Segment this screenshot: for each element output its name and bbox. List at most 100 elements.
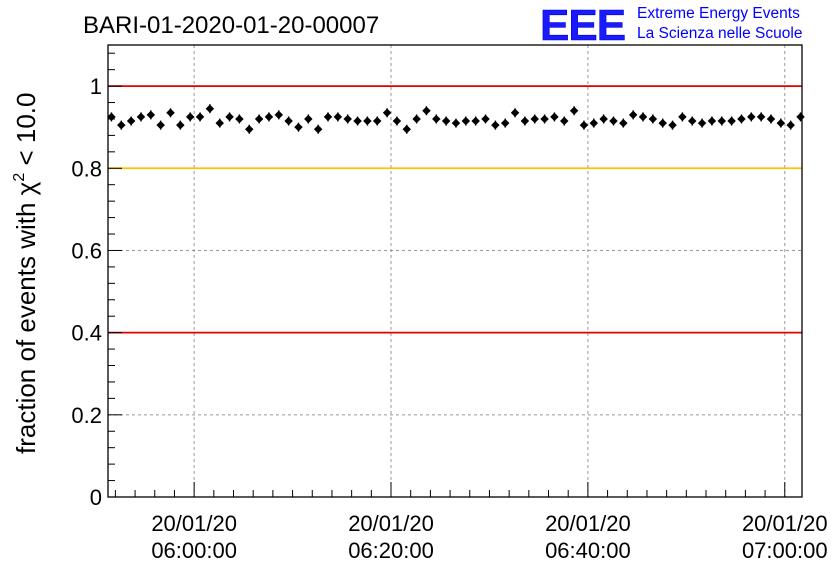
y-axis-label-superscript: 2 bbox=[11, 173, 28, 182]
eee-logo: EEE Extreme Energy Events La Scienza nel… bbox=[540, 1, 803, 51]
data-point bbox=[274, 110, 284, 120]
data-point bbox=[422, 106, 431, 115]
data-point bbox=[185, 112, 195, 122]
x-tick-label-date: 20/01/20 bbox=[742, 511, 828, 536]
data-point bbox=[638, 112, 648, 122]
data-point bbox=[117, 120, 126, 130]
data-point bbox=[609, 116, 618, 126]
data-point bbox=[481, 114, 490, 124]
data-point bbox=[412, 114, 421, 124]
data-point bbox=[225, 112, 234, 122]
data-point bbox=[215, 118, 224, 128]
data-point bbox=[796, 112, 805, 122]
data-point bbox=[343, 114, 352, 124]
axes bbox=[107, 44, 803, 498]
data-point bbox=[520, 116, 530, 126]
y-axis-label-suffix: < 10.0 bbox=[11, 93, 41, 173]
data-point bbox=[687, 116, 697, 126]
data-point bbox=[599, 114, 608, 124]
data-point bbox=[363, 116, 372, 126]
data-point bbox=[136, 112, 146, 122]
data-point bbox=[432, 114, 441, 124]
data-point bbox=[451, 118, 461, 128]
data-point bbox=[372, 116, 382, 126]
data-point bbox=[441, 116, 451, 126]
data-point bbox=[402, 124, 412, 134]
data-point bbox=[678, 112, 687, 122]
data-point bbox=[294, 122, 303, 132]
data-point bbox=[628, 110, 638, 120]
data-point bbox=[648, 114, 658, 124]
data-point bbox=[540, 114, 549, 124]
y-tick-label: 0.8 bbox=[71, 156, 102, 181]
x-tick-label-date: 20/01/20 bbox=[348, 511, 434, 536]
data-point bbox=[195, 112, 205, 122]
data-point bbox=[658, 118, 667, 128]
data-point bbox=[756, 112, 766, 122]
data-point bbox=[382, 108, 392, 118]
data-point bbox=[500, 118, 510, 128]
x-tick-label-date: 20/01/20 bbox=[151, 511, 237, 536]
data-point bbox=[166, 108, 175, 118]
data-point bbox=[510, 108, 520, 118]
data-point bbox=[205, 104, 215, 113]
data-point bbox=[776, 118, 786, 128]
data-point bbox=[353, 116, 362, 126]
data-point bbox=[146, 110, 156, 120]
data-point bbox=[697, 118, 707, 128]
data-point bbox=[707, 116, 717, 126]
data-point bbox=[461, 116, 471, 126]
x-tick-label-time: 06:20:00 bbox=[348, 538, 434, 563]
y-axis-ticks: 0 0.2 0.4 0.6 0.8 1 bbox=[71, 52, 122, 510]
x-tick-label-time: 07:00:00 bbox=[742, 538, 828, 563]
x-tick-label-time: 06:00:00 bbox=[151, 538, 237, 563]
data-point bbox=[727, 116, 736, 126]
x-axis-ticks: 20/01/2006:00:0020/01/2006:20:0020/01/20… bbox=[114, 482, 828, 563]
data-point bbox=[619, 118, 628, 128]
plot-frame bbox=[107, 44, 803, 498]
x-tick-label-time: 06:40:00 bbox=[545, 538, 631, 563]
eee-logo-line1: Extreme Energy Events bbox=[637, 5, 800, 22]
chart-title: BARI-01-2020-01-20-00007 bbox=[83, 12, 379, 39]
data-point bbox=[579, 120, 589, 130]
data-point bbox=[235, 114, 244, 124]
data-point bbox=[668, 120, 677, 130]
data-point bbox=[254, 114, 264, 124]
eee-logo-line2: La Scienza nelle Scuole bbox=[637, 25, 802, 42]
data-point bbox=[264, 112, 274, 122]
data-point bbox=[284, 116, 293, 126]
data-point bbox=[569, 106, 579, 115]
data-point bbox=[471, 116, 480, 126]
data-point bbox=[737, 114, 746, 124]
y-tick-label: 0.4 bbox=[71, 321, 102, 346]
data-point bbox=[176, 120, 185, 130]
data-point bbox=[766, 114, 776, 124]
eee-logo-mark: EEE bbox=[540, 1, 625, 50]
data-point bbox=[550, 112, 559, 122]
data-point bbox=[491, 120, 500, 130]
y-tick-label: 0.6 bbox=[71, 238, 102, 263]
data-point bbox=[747, 112, 756, 122]
data-point bbox=[717, 116, 727, 126]
x-tick-label-date: 20/01/20 bbox=[545, 511, 631, 536]
data-point bbox=[333, 112, 343, 122]
data-point bbox=[323, 112, 333, 122]
data-point bbox=[530, 114, 539, 124]
y-axis-label-symbol: χ bbox=[11, 181, 41, 195]
data-point bbox=[245, 124, 254, 134]
data-point bbox=[304, 114, 313, 124]
y-tick-label: 0.2 bbox=[71, 403, 102, 428]
data-point bbox=[313, 124, 323, 134]
y-axis-label-prefix: fraction of events with bbox=[11, 195, 41, 454]
data-points bbox=[107, 104, 805, 134]
y-tick-label: 1 bbox=[90, 74, 102, 99]
y-tick-label: 0 bbox=[90, 485, 102, 510]
data-point bbox=[156, 120, 165, 130]
y-axis-label: fraction of events with χ2 < 10.0 bbox=[11, 93, 41, 454]
data-point bbox=[560, 116, 569, 126]
grid-lines bbox=[108, 45, 802, 497]
reference-lines bbox=[108, 85, 802, 334]
data-point bbox=[126, 116, 136, 126]
data-point bbox=[786, 120, 795, 130]
